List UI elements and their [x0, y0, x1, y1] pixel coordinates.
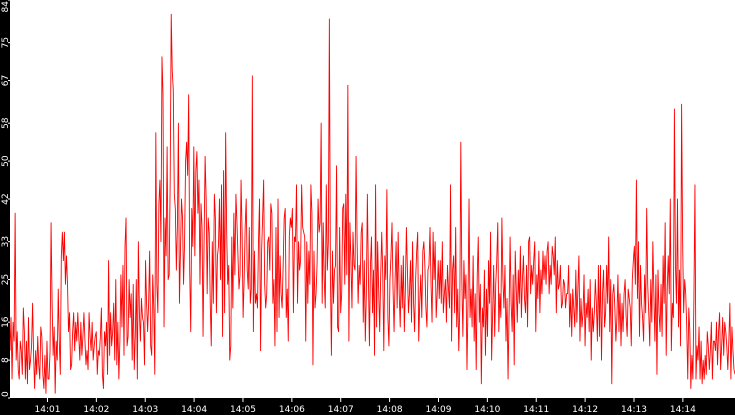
x-tick-label: 14:12 [572, 405, 598, 415]
y-tick-label: 84 [1, 1, 11, 13]
y-tick-label: 67 [1, 75, 11, 86]
y-tick-label: 33 [1, 236, 11, 247]
plot-area [10, 0, 735, 398]
y-tick-label: 42 [1, 193, 11, 204]
series-layer [9, 13, 735, 394]
y-tick-label: 8 [1, 357, 11, 363]
y-tick-label: 16 [1, 316, 11, 328]
y-tick-label: 75 [1, 37, 11, 48]
x-tick-label: 14:08 [377, 405, 403, 415]
x-tick-label: 14:04 [181, 405, 207, 415]
y-tick-label: 58 [1, 117, 11, 129]
x-tick-label: 14:03 [132, 405, 158, 415]
x-tick-label: 14:10 [474, 405, 500, 415]
x-axis-ticks: 14:01 14:02 14:03 14:04 14:05 14:06 14:07 14:08… [35, 398, 696, 415]
x-tick-label: 14:01 [35, 405, 61, 415]
x-tick-label: 14:14 [670, 405, 696, 415]
y-axis-bar [0, 0, 10, 415]
x-tick-label: 14:11 [523, 405, 549, 415]
series-line-0 [9, 13, 735, 394]
y-axis-ticks: 0 8 16 25 33 42 50 58 67 75 84 [1, 0, 11, 399]
y-tick-label: 0 [1, 391, 11, 397]
y-tick-label: 50 [1, 155, 11, 167]
x-tick-label: 14:07 [328, 405, 354, 415]
x-tick-label: 14:06 [279, 405, 305, 415]
y-tick-label: 25 [1, 274, 11, 285]
x-tick-label: 14:09 [426, 405, 452, 415]
x-axis-bar [0, 398, 735, 415]
x-tick-label: 14:02 [83, 405, 109, 415]
x-tick-label: 14:05 [230, 405, 256, 415]
x-tick-label: 14:13 [621, 405, 647, 415]
